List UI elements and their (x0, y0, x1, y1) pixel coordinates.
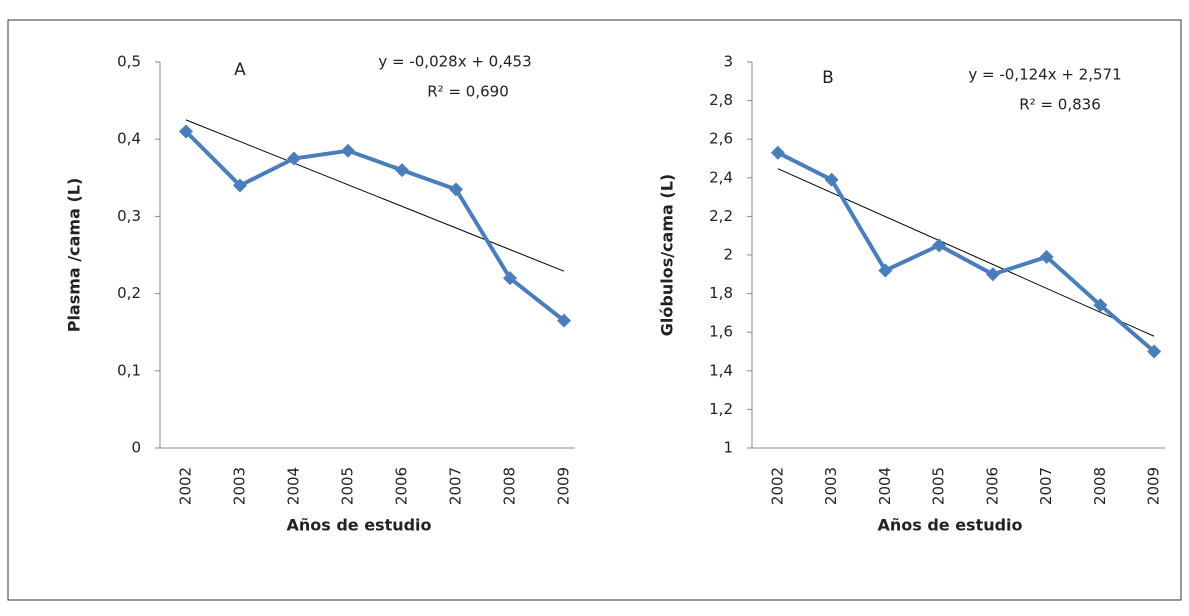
x-axis-title: Años de estudio (286, 516, 431, 535)
trend-equation: y = -0,124x + 2,571 (968, 66, 1121, 84)
x-tick-label: 2004 (285, 467, 303, 505)
y-axis-title: Glóbulos/cama (L) (658, 174, 677, 336)
marker (341, 143, 355, 158)
x-tick-label: 2008 (1091, 467, 1109, 505)
y-tick-label: 2,8 (709, 91, 733, 109)
marker (449, 182, 463, 197)
marker (770, 145, 785, 160)
data-line (776, 150, 1156, 354)
x-tick-label: 2005 (339, 467, 357, 505)
x-tick-label: 2005 (930, 467, 948, 505)
x-tick-label: 2003 (231, 467, 249, 505)
trendline (185, 119, 565, 272)
y-tick-label: 1 (723, 439, 733, 457)
r-squared: R² = 0,836 (1019, 96, 1100, 114)
marker (878, 263, 893, 278)
x-tick-label: 2009 (555, 467, 573, 505)
y-tick-label: 0 (131, 439, 141, 457)
y-axis-title: Plasma /cama (L) (65, 178, 84, 333)
x-tick-label: 2002 (768, 467, 786, 505)
data-line (184, 130, 566, 323)
marker (1147, 344, 1162, 359)
panel-label: A (234, 60, 246, 80)
x-tick-label: 2006 (393, 467, 411, 505)
marker (287, 151, 301, 166)
frame (7, 19, 1182, 601)
y-tick-label: 2,2 (709, 207, 733, 225)
y-tick-label: 0,5 (117, 53, 141, 71)
marker (233, 178, 247, 193)
x-axis-title: Años de estudio (877, 516, 1022, 535)
marker (395, 163, 409, 178)
marker (503, 271, 517, 286)
marker (179, 124, 193, 139)
marker (557, 313, 571, 328)
marker (1093, 298, 1108, 313)
x-tick-label: 2007 (1037, 467, 1055, 505)
y-tick-label: 2,4 (709, 168, 733, 186)
y-tick-label: 0,1 (117, 361, 141, 379)
y-tick-label: 0,3 (117, 207, 141, 225)
y-tick-label: 1,4 (709, 361, 733, 379)
y-tick-label: 2,6 (709, 130, 733, 148)
r-squared: R² = 0,690 (427, 83, 508, 101)
marker (824, 172, 839, 187)
y-tick-label: 1,8 (709, 284, 733, 302)
y-tick-label: 1,2 (709, 400, 733, 418)
x-tick-label: 2004 (876, 467, 894, 505)
panel-label: B (822, 68, 834, 88)
y-tick-label: 0,2 (117, 284, 141, 302)
y-tick-label: 3 (723, 53, 733, 71)
y-tick-label: 1,6 (709, 323, 733, 341)
marker (1039, 249, 1054, 264)
x-tick-label: 2007 (447, 467, 465, 505)
x-tick-label: 2008 (501, 467, 519, 505)
trend-equation: y = -0,028x + 0,453 (378, 53, 531, 71)
trendline (777, 168, 1155, 337)
x-tick-label: 2002 (177, 467, 195, 505)
y-tick-label: 0,4 (117, 130, 141, 148)
marker (985, 267, 1000, 282)
x-tick-label: 2003 (822, 467, 840, 505)
y-tick-label: 2 (723, 246, 733, 264)
x-tick-label: 2006 (983, 467, 1001, 505)
x-tick-label: 2009 (1145, 467, 1163, 505)
marker (932, 238, 947, 253)
